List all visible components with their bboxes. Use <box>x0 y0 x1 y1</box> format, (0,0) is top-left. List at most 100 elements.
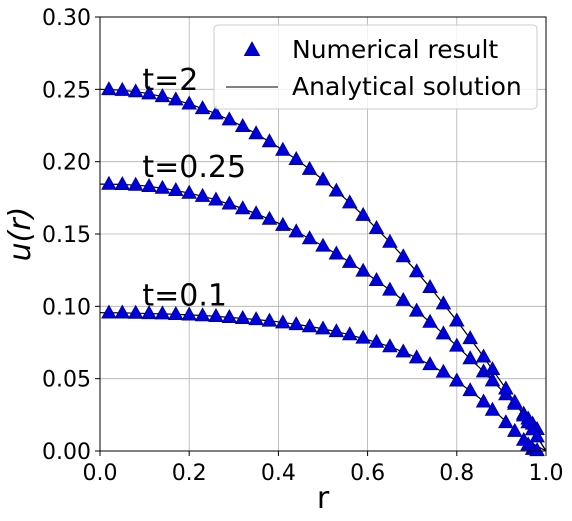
data-point-triangle <box>275 314 291 329</box>
data-point-triangle <box>506 393 523 408</box>
legend-box <box>213 24 538 110</box>
data-point-triangle <box>114 81 131 96</box>
data-point-triangle <box>288 316 305 331</box>
x-tick-label: 1.0 <box>529 461 564 486</box>
legend: Numerical result Analytical solution <box>213 24 538 110</box>
data-point-triangle <box>208 308 224 322</box>
data-point-triangle <box>328 245 345 260</box>
y-tick-label: 0.05 <box>42 368 91 393</box>
x-tick-label: 0.0 <box>83 461 118 486</box>
data-point-triangle <box>208 191 224 206</box>
annotation-layer: t=2 t=0.25 t=0.1 <box>142 63 246 314</box>
data-point-triangle <box>168 181 184 196</box>
data-point-triangle <box>448 337 465 352</box>
tick-layer: 0.0 0.2 0.4 0.6 0.8 1.0 0.00 0.05 0.10 0.15 0.20 0.… <box>42 6 563 486</box>
y-axis-label: u(r) <box>3 207 38 262</box>
y-tick-label: 0.30 <box>42 6 91 31</box>
data-point-triangle <box>141 305 157 320</box>
data-point-triangle <box>301 230 318 245</box>
data-point-triangle <box>168 305 184 320</box>
data-point-triangle <box>301 160 318 175</box>
data-point-triangle <box>475 393 492 408</box>
x-axis-label: r <box>317 481 330 516</box>
data-point-triangle <box>248 205 264 220</box>
data-point-triangle <box>395 343 412 358</box>
data-point-triangle <box>288 223 305 238</box>
legend-triangle-icon <box>243 41 261 56</box>
data-point-triangle <box>261 312 278 327</box>
data-point-triangle <box>221 309 238 323</box>
data-point-triangle <box>275 216 291 231</box>
x-tick-label: 0.6 <box>350 461 385 486</box>
legend-label-numerical: Numerical result <box>292 35 498 64</box>
data-point-triangle <box>498 380 514 395</box>
data-point-triangle <box>101 304 117 319</box>
data-point-triangle <box>248 125 264 140</box>
data-point-triangle <box>422 356 438 371</box>
analytical-curves <box>99 88 547 452</box>
data-point-triangle <box>435 363 452 378</box>
data-point-triangle <box>448 312 465 327</box>
data-point-triangle <box>208 105 224 120</box>
data-point-triangle <box>484 401 501 416</box>
data-point-triangle <box>422 313 438 328</box>
data-point-triangle <box>181 184 198 199</box>
x-tick-label: 0.4 <box>261 461 296 486</box>
data-point-triangle <box>341 253 358 268</box>
data-point-triangle <box>315 320 331 335</box>
y-tick-label: 0.10 <box>42 295 91 320</box>
data-point-triangle <box>114 304 131 319</box>
data-point-triangle <box>315 237 331 252</box>
data-point-triangle <box>194 187 211 202</box>
legend-label-analytical: Analytical solution <box>292 72 522 101</box>
data-point-triangle <box>422 279 438 294</box>
data-point-triangle <box>288 151 305 166</box>
data-point-triangle <box>114 176 131 191</box>
data-point-triangle <box>328 323 345 338</box>
y-tick-label: 0.20 <box>42 151 91 176</box>
data-point-triangle <box>301 318 318 333</box>
data-point-triangle <box>448 372 465 387</box>
data-point-triangle <box>101 175 117 190</box>
data-point-triangle <box>154 179 171 194</box>
data-point-triangle <box>435 295 452 310</box>
data-point-triangle <box>395 248 412 263</box>
data-point-triangle <box>529 428 545 443</box>
data-point-triangle <box>484 361 501 376</box>
data-point-triangle <box>355 329 371 344</box>
data-point-triangle <box>382 281 398 296</box>
data-point-triangle <box>408 263 425 278</box>
curve-annotation: t=0.1 <box>142 279 227 314</box>
data-point-triangle <box>141 178 157 193</box>
data-point-triangle <box>168 91 184 106</box>
data-point-triangle <box>141 85 157 100</box>
data-point-triangle <box>498 414 514 429</box>
data-point-triangle <box>355 262 371 277</box>
x-tick-label: 0.2 <box>172 461 207 486</box>
data-point-triangle <box>408 302 425 317</box>
data-point-triangle <box>234 118 251 133</box>
data-point-triangle <box>382 233 398 248</box>
data-point-triangle <box>315 171 331 186</box>
data-point-triangle <box>181 306 198 321</box>
data-point-triangle <box>328 182 345 197</box>
data-point-triangle <box>506 422 523 437</box>
data-point-triangle <box>234 200 251 215</box>
data-point-triangle <box>435 325 452 340</box>
data-point-triangle <box>101 81 117 96</box>
curve-annotation: t=0.25 <box>142 150 246 185</box>
x-tick-label: 0.8 <box>439 461 474 486</box>
data-point-triangle <box>261 133 278 148</box>
data-point-triangle <box>462 382 478 397</box>
data-point-triangle <box>194 307 211 322</box>
data-point-triangle <box>408 349 425 364</box>
data-point-triangle <box>475 348 492 363</box>
data-point-triangle <box>368 333 385 348</box>
data-point-triangle <box>275 141 291 156</box>
data-point-triangle <box>529 442 545 457</box>
data-point-triangle <box>127 176 144 191</box>
data-point-triangle <box>368 271 385 286</box>
data-point-triangle <box>341 326 358 341</box>
data-point-triangle <box>261 210 278 225</box>
